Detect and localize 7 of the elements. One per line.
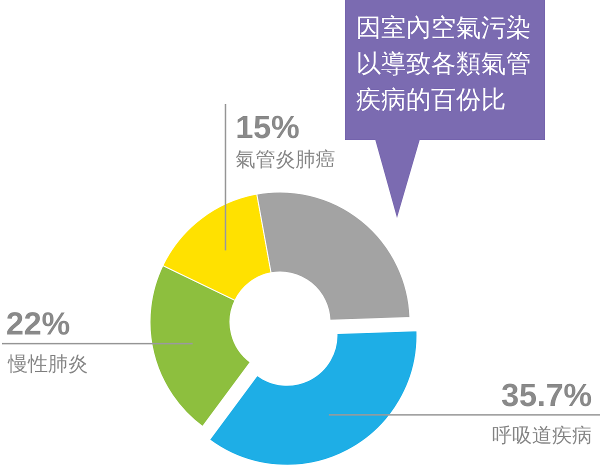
- slice-label: 氣管炎肺癌: [235, 149, 336, 171]
- slice-label: 呼吸道疾病: [492, 424, 592, 447]
- data-label: 15%: [235, 109, 300, 145]
- data-label: 35.7%: [501, 376, 592, 413]
- chart-title: 因室內空氣污染以導致各類氣管疾病的百份比: [356, 13, 532, 116]
- data-label: 22%: [6, 306, 70, 342]
- slice-label: 慢性肺炎: [7, 354, 88, 376]
